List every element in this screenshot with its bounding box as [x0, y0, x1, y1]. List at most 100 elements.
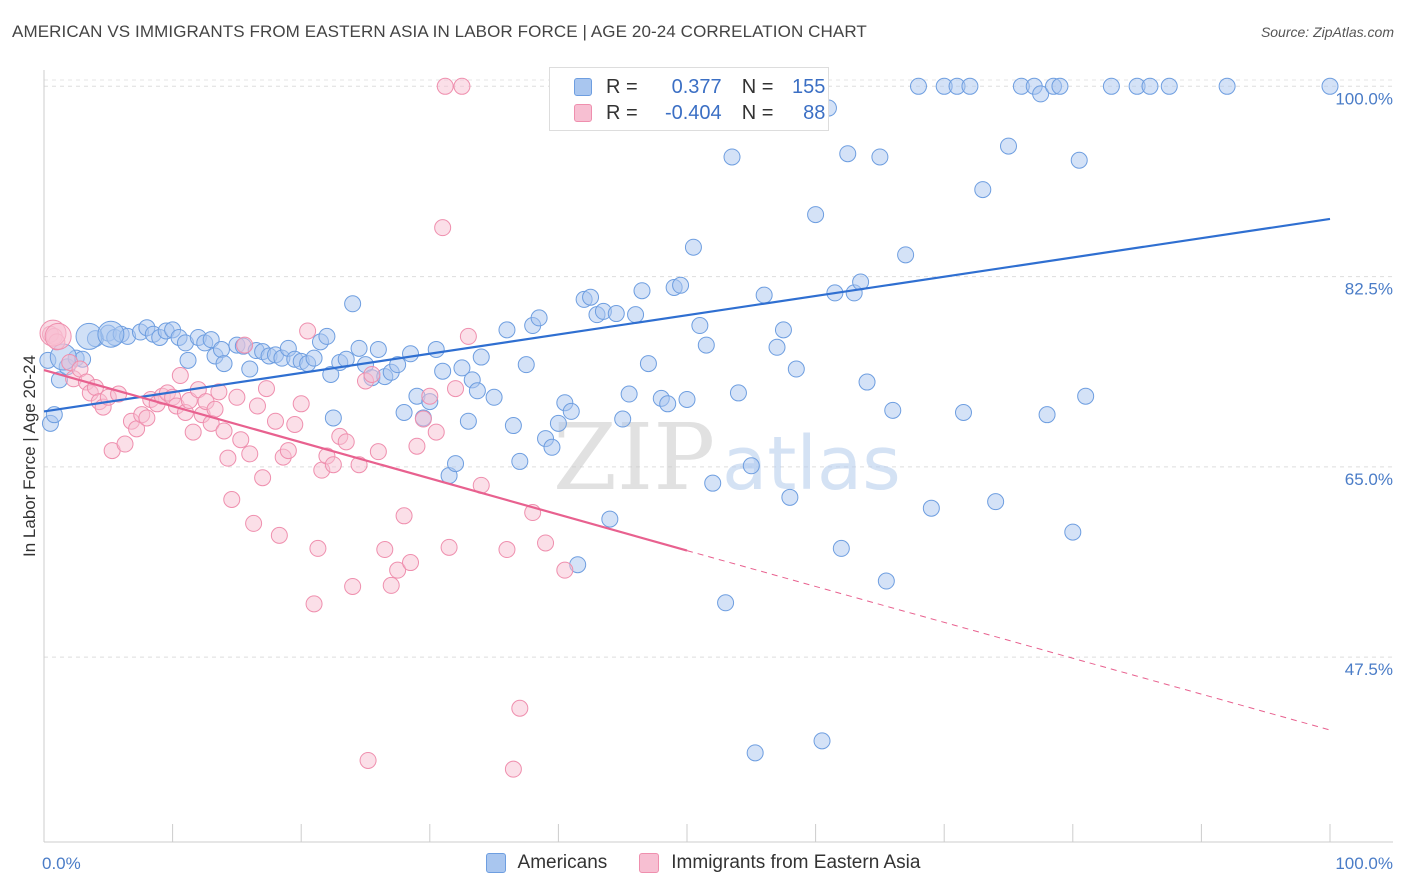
immigrant-point [402, 554, 420, 572]
legend-swatch-americans [485, 853, 506, 873]
american-point [1218, 77, 1236, 95]
immigrant-point [414, 410, 432, 428]
immigrant-point [369, 443, 387, 461]
american-point [723, 148, 741, 166]
immigrant-point [344, 577, 362, 595]
american-point [498, 321, 516, 339]
american-point [954, 404, 972, 422]
american-point [389, 356, 407, 374]
american-point [504, 417, 522, 435]
american-point [607, 305, 625, 323]
legend-swatch-immigrants [639, 853, 660, 873]
immigrant-point [434, 219, 452, 237]
american-point [877, 572, 895, 590]
american-point [511, 452, 529, 470]
immigrant-point [206, 400, 224, 418]
american-point [1000, 137, 1017, 155]
american-point [909, 77, 927, 95]
american-point [858, 373, 876, 391]
immigrant-point [453, 77, 471, 95]
immigrant-point [223, 490, 241, 508]
stats-legend-row-immigrants: R = -0.404 N = 88 [574, 101, 825, 125]
immigrants-swatch [574, 104, 592, 122]
immigrant-point [266, 412, 284, 430]
american-point [468, 382, 486, 400]
immigrant-point [537, 534, 555, 552]
american-point [453, 359, 471, 377]
immigrant-point [309, 539, 327, 557]
american-point [813, 732, 831, 750]
stats-legend: R = 0.377 N = 155 R = -0.404 N = 88 [549, 67, 829, 131]
immigrant-point [498, 541, 516, 559]
legend-item-americans: Americans [485, 852, 608, 874]
american-point [350, 339, 368, 357]
x-tick-label-min: 0.0% [42, 854, 81, 873]
american-point [633, 282, 651, 300]
american-point [212, 340, 230, 358]
american-point [639, 355, 657, 373]
immigrant-point [44, 322, 72, 350]
legend-item-immigrants: Immigrants from Eastern Asia [639, 852, 920, 874]
americans-r-value: 0.377 [671, 75, 722, 98]
american-point [961, 77, 979, 95]
immigrants-r-value: -0.404 [664, 101, 722, 124]
immigrant-point [382, 576, 400, 594]
american-point [369, 340, 387, 358]
american-point [530, 309, 548, 327]
immigrants-trend-line [43, 369, 688, 552]
immigrant-point [376, 541, 394, 559]
immigrant-point [270, 526, 288, 544]
american-point [305, 349, 323, 367]
american-point [871, 148, 889, 166]
american-point [447, 455, 465, 473]
y-tick-label: 47.5% [1345, 660, 1393, 679]
immigrant-point [299, 322, 317, 340]
american-point [472, 348, 490, 366]
american-point [684, 238, 702, 256]
american-point [318, 327, 336, 345]
american-point [832, 539, 850, 557]
stats-legend-row-americans: R = 0.377 N = 155 [574, 75, 825, 99]
immigrant-point [556, 561, 574, 579]
watermark-zip: ZIP [553, 404, 715, 511]
american-point [922, 499, 940, 517]
american-point [729, 384, 747, 402]
american-point [691, 317, 709, 335]
american-point [215, 355, 233, 373]
american-point [562, 402, 580, 420]
immigrant-point [215, 422, 233, 440]
american-point [987, 493, 1005, 511]
y-axis-label: In Labor Force | Age 20-24 [20, 355, 39, 557]
american-point [1141, 77, 1159, 95]
immigrant-point [219, 449, 237, 467]
watermark: ZIP atlas [553, 404, 901, 511]
immigrant-point [436, 77, 454, 95]
american-point [774, 321, 792, 339]
american-point [974, 181, 992, 199]
american-point [839, 145, 857, 163]
y-tick-label: 100.0% [1335, 89, 1393, 108]
legend-label-americans: Americans [517, 852, 608, 873]
american-point [781, 488, 799, 506]
immigrant-point [440, 538, 458, 556]
american-point [742, 457, 760, 475]
american-point [627, 306, 645, 324]
american-point [620, 385, 638, 403]
american-point [768, 338, 786, 356]
immigrant-point [232, 431, 250, 449]
immigrant-point [248, 397, 266, 415]
american-point [678, 390, 696, 408]
american-point [485, 388, 503, 406]
immigrant-point [245, 514, 263, 532]
immigrant-point [257, 380, 275, 398]
american-point [322, 365, 340, 383]
immigrant-point [389, 561, 407, 579]
immigrant-point [337, 433, 355, 451]
immigrant-point [254, 469, 272, 487]
immigrant-point [459, 327, 477, 345]
legend-label-immigrants: Immigrants from Eastern Asia [671, 852, 921, 873]
immigrant-point [241, 445, 259, 463]
american-point [517, 356, 535, 374]
y-tick-label: 65.0% [1345, 470, 1393, 489]
american-point [241, 360, 259, 378]
